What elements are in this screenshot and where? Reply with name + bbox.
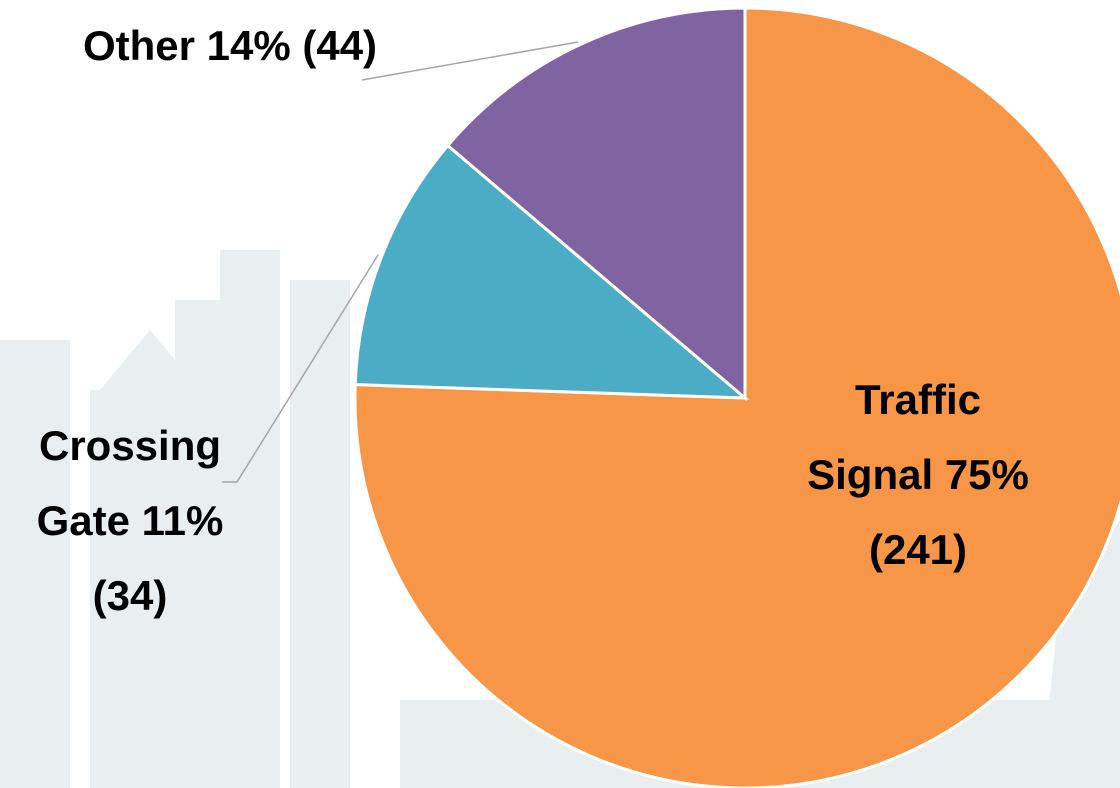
category-label: Other (83, 22, 195, 69)
slice-label: Crossing Gate 11% (34) (10, 408, 250, 633)
slice-label: Traffic Signal 75% (241) (788, 362, 1048, 587)
slice-label: Other 14% (44) (20, 8, 440, 83)
value-label: 14% (44) (207, 22, 377, 69)
page: Traffic Signal 75% (241) Crossing Gate 1… (0, 0, 1120, 788)
